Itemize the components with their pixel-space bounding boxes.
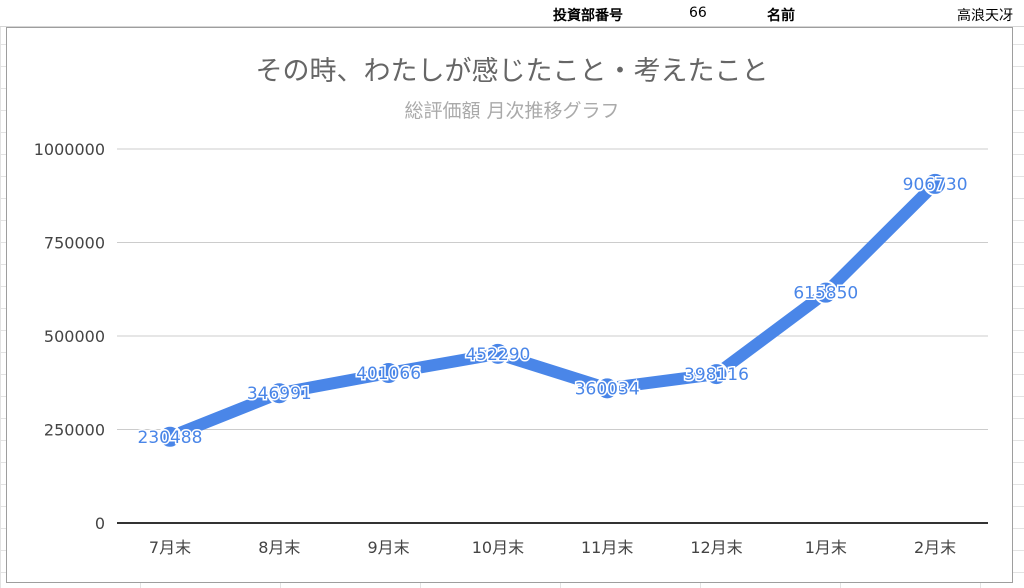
y-tick-label: 1000000 (34, 140, 105, 159)
data-label: 398116 (684, 365, 749, 385)
sheet-header-row: 投資部番号 66 名前 高浪天冴 (0, 0, 1024, 27)
chart-subtitle: 総評価額 月次推移グラフ (404, 100, 619, 122)
data-label: 346991 (247, 384, 312, 404)
data-point[interactable] (813, 280, 838, 305)
x-tick-label: 8月末 (258, 538, 300, 557)
x-tick-label: 1月末 (805, 538, 847, 557)
series-layer (158, 171, 948, 449)
chart-title: その時、わたしが感じたこと・考えたこと (256, 56, 769, 87)
data-point[interactable] (595, 376, 620, 401)
axes: 0 250000 500000 750000 1000000 7月末 8月末 9月末 10月末 1… (34, 140, 988, 557)
x-tick-label: 11月末 (581, 538, 633, 557)
data-label: 615850 (793, 284, 858, 304)
data-label: 452290 (465, 345, 530, 365)
data-point[interactable] (376, 361, 401, 386)
x-tick-label: 9月末 (368, 538, 410, 557)
name-value: 高浪天冴 (957, 8, 1013, 24)
x-tick-label: 12月末 (690, 538, 742, 557)
x-tick-label: 2月末 (914, 538, 956, 557)
data-label: 230488 (138, 428, 203, 448)
gridlines (117, 148, 988, 430)
investor-id-value: 66 (689, 5, 707, 21)
y-tick-label: 250000 (44, 421, 105, 440)
chart-container[interactable] (6, 27, 1013, 583)
y-tick-label: 500000 (44, 327, 105, 346)
data-labels: 230488 346991 401066 452290 360034 398116 6158… (136, 173, 969, 449)
data-label: 360034 (575, 379, 640, 399)
investor-id-label: 投資部番号 (553, 8, 623, 24)
data-point[interactable] (158, 424, 182, 449)
series-line (164, 177, 942, 443)
x-tick-label: 10月末 (472, 538, 524, 557)
data-point[interactable] (485, 341, 510, 366)
name-label: 名前 (767, 8, 795, 24)
data-point[interactable] (923, 171, 948, 196)
data-point[interactable] (267, 381, 292, 406)
data-point[interactable] (704, 362, 729, 387)
data-label: 401066 (356, 364, 421, 384)
x-tick-label: 7月末 (149, 538, 191, 557)
data-label: 906730 (903, 175, 968, 195)
y-tick-label: 0 (95, 514, 105, 533)
y-tick-label: 750000 (44, 234, 105, 253)
